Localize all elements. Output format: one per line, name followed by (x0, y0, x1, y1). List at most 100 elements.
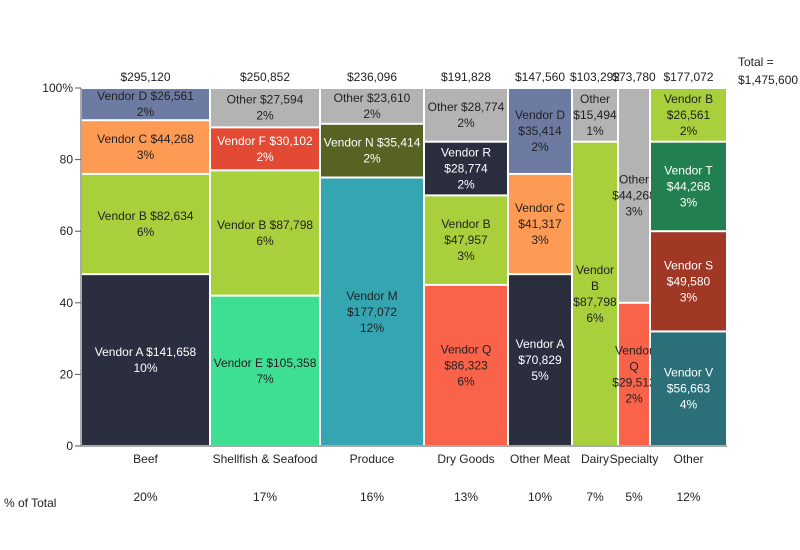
segment-label: 3% (680, 195, 698, 209)
segment-label: 3% (137, 148, 155, 162)
x-category-label: Beef (133, 452, 158, 466)
pct-of-total-value: 5% (625, 490, 643, 504)
segment-label: 6% (457, 374, 475, 388)
segment-label: Vendor T (664, 163, 713, 177)
segment-bar (82, 174, 209, 274)
segment-bar (82, 275, 209, 445)
segment-label: $47,957 (444, 233, 488, 247)
segment-label: B (591, 279, 599, 293)
segment-label: 6% (256, 234, 274, 248)
segment-bar (211, 89, 319, 127)
x-category-label: Shellfish & Seafood (213, 452, 318, 466)
pct-of-total-value: 16% (360, 490, 384, 504)
segment-bar (321, 178, 423, 445)
segment-label: $70,829 (518, 353, 562, 367)
segment-label: 7% (256, 372, 274, 386)
segment-label: 2% (137, 105, 155, 119)
segment-bar (509, 275, 571, 445)
segment-bar (651, 332, 726, 445)
segment-bar (211, 296, 319, 445)
segment-label: 6% (137, 225, 155, 239)
segment-label: 2% (625, 391, 643, 405)
segment-label: 3% (625, 204, 643, 218)
x-category-label: Dairy (581, 452, 609, 466)
segment-bar (573, 89, 617, 141)
segment-label: Vendor Q (441, 342, 492, 356)
pct-of-total-value: 10% (528, 490, 552, 504)
segment-label: 5% (531, 369, 549, 383)
x-category-label: Other (673, 452, 703, 466)
segment-label: Vendor E $105,358 (214, 356, 317, 370)
segment-label: Q (629, 359, 638, 373)
pct-of-total-value: 12% (676, 490, 700, 504)
column-total-label: $236,096 (347, 70, 397, 84)
x-category-label: Dry Goods (437, 452, 494, 466)
segment-label: $26,561 (667, 108, 711, 122)
segment-label: 3% (457, 249, 475, 263)
y-tick-label: 0 (66, 439, 73, 453)
y-tick-label: 80 (60, 153, 74, 167)
segment-label: 2% (531, 140, 549, 154)
pct-of-total-value: 17% (253, 490, 277, 504)
segment-bar (425, 89, 507, 141)
segment-label: Other (580, 92, 610, 106)
segment-bar (425, 196, 507, 284)
segment-bar (211, 171, 319, 295)
segment-label: Other $28,774 (428, 100, 505, 114)
segment-label: 2% (457, 178, 475, 192)
segment-label: $86,323 (444, 358, 488, 372)
segment-label: Vendor S (664, 258, 713, 272)
segment-bar (211, 128, 319, 170)
segment-bar (321, 89, 423, 123)
segment-bar (573, 142, 617, 445)
x-category-label: Produce (350, 452, 395, 466)
segment-label: $44,268 (612, 188, 656, 202)
segment-label: 2% (256, 150, 274, 164)
column-total-label: $103,292 (570, 70, 620, 84)
pct-of-total-value: 20% (133, 490, 157, 504)
segment-bar (425, 285, 507, 445)
segment-label: Vendor N $35,414 (324, 136, 421, 150)
segment-label: Vendor V (664, 366, 713, 380)
segment-label: 1% (586, 124, 604, 138)
segment-label: 2% (363, 152, 381, 166)
column-total-label: $295,120 (120, 70, 170, 84)
pct-of-total-value: 7% (586, 490, 604, 504)
segment-label: $56,663 (667, 382, 711, 396)
y-tick-label: 60 (60, 224, 74, 238)
segment-label: Vendor (576, 263, 614, 277)
segment-label: $87,798 (573, 295, 617, 309)
segment-bar (82, 121, 209, 173)
segment-label: $49,580 (667, 274, 711, 288)
segment-label: Vendor F $30,102 (217, 134, 313, 148)
segment-bar (651, 232, 726, 331)
segment-label: 4% (680, 398, 698, 412)
segment-label: 10% (133, 361, 157, 375)
segment-label: 2% (256, 109, 274, 123)
segment-label: Vendor C (515, 201, 565, 215)
segment-label: Vendor A (516, 337, 565, 351)
segment-label: $44,268 (667, 179, 711, 193)
segment-label: $29,512 (612, 375, 656, 389)
y-tick-label: 40 (60, 296, 74, 310)
segment-label: Vendor B (441, 217, 490, 231)
segment-bar (619, 89, 649, 302)
pct-of-total-value: 13% (454, 490, 478, 504)
column-total-label: $147,560 (515, 70, 565, 84)
column-total-label: $250,852 (240, 70, 290, 84)
column-total-label: $177,072 (663, 70, 713, 84)
segment-label: $28,774 (444, 162, 488, 176)
segment-label: Vendor A $141,658 (95, 345, 197, 359)
segment-label: 2% (457, 116, 475, 130)
segment-label: 3% (531, 233, 549, 247)
segment-bar (509, 174, 571, 274)
segment-label: $15,494 (573, 108, 617, 122)
segment-label: Vendor D (515, 108, 565, 122)
segment-label: Vendor B $87,798 (217, 218, 313, 232)
y-tick-label: 100% (42, 81, 73, 95)
segment-label: $35,414 (518, 124, 562, 138)
x-category-label: Specialty (610, 452, 659, 466)
segment-label: 12% (360, 321, 384, 335)
